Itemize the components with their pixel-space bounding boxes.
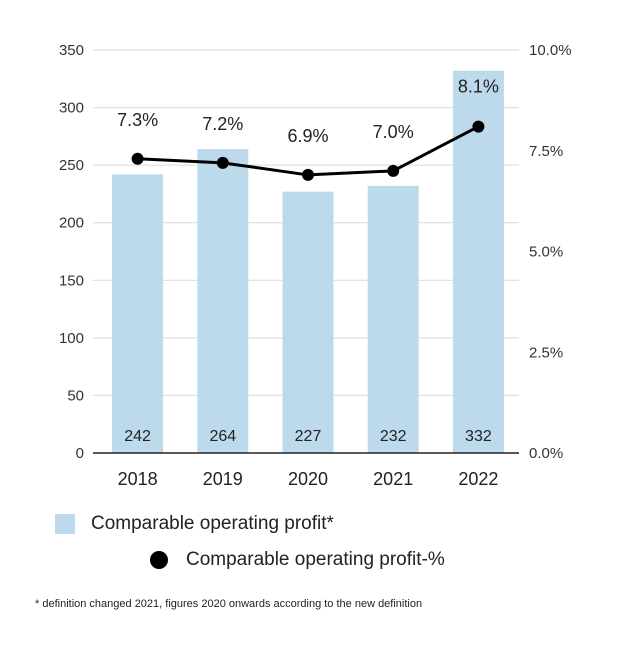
y-right-tick-label: 10.0% xyxy=(529,42,572,59)
legend-item-line[interactable]: Comparable operating profit-% xyxy=(150,544,445,576)
y-left-tick-label: 150 xyxy=(59,272,84,289)
x-tick-label: 2018 xyxy=(118,469,158,489)
line-point xyxy=(302,168,314,181)
line-point xyxy=(131,152,144,165)
x-tick-label: 2021 xyxy=(373,469,413,489)
y-right-tick-label: 2.5% xyxy=(529,344,563,361)
x-tick-label: 2020 xyxy=(288,469,328,489)
bar-value-label: 332 xyxy=(465,428,492,445)
y-left-tick-label: 250 xyxy=(59,157,84,174)
bar-value-label: 232 xyxy=(380,428,407,445)
line-value-label: 8.1% xyxy=(458,77,499,97)
y-left-tick-label: 200 xyxy=(59,215,84,232)
legend: Comparable operating profit* Comparable … xyxy=(55,508,445,576)
bar xyxy=(112,174,164,453)
line-value-label: 6.9% xyxy=(287,126,328,146)
x-tick-label: 2019 xyxy=(203,469,243,489)
bar xyxy=(367,185,419,453)
x-tick-label: 2022 xyxy=(458,469,498,489)
y-left-tick-label: 350 xyxy=(59,42,84,59)
y-left-tick-label: 300 xyxy=(59,100,84,117)
legend-line-label: Comparable operating profit-% xyxy=(186,549,445,570)
line-point xyxy=(387,164,400,177)
y-left-tick-label: 50 xyxy=(67,387,84,404)
line-value-label: 7.2% xyxy=(202,114,243,134)
line-value-label: 7.3% xyxy=(117,110,158,130)
chart-plot-area: 350 300 250 200 150 100 50 0 10.0% 7.5% 5.0% 2.5% 0.… xyxy=(59,42,572,489)
y-right-tick-label: 5.0% xyxy=(529,244,563,261)
y-left-tick-label: 0 xyxy=(76,445,84,462)
line-value-label: 7.0% xyxy=(373,122,414,142)
footnote: * definition changed 2021, figures 2020 … xyxy=(35,598,423,610)
bar-value-label: 264 xyxy=(209,428,236,445)
line-point xyxy=(216,156,229,169)
legend-bar-label: Comparable operating profit* xyxy=(91,513,334,534)
bar xyxy=(197,149,249,453)
bar-value-label: 242 xyxy=(124,428,151,445)
bar xyxy=(282,191,334,453)
y-left-tick-label: 100 xyxy=(59,330,84,347)
bar-value-label: 227 xyxy=(295,428,322,445)
y-right-tick-label: 7.5% xyxy=(529,143,563,160)
legend-line-marker xyxy=(150,551,168,569)
line-point xyxy=(472,120,485,133)
legend-bar-swatch xyxy=(55,514,75,534)
y-right-tick-label: 0.0% xyxy=(529,445,563,462)
legend-item-bar[interactable]: Comparable operating profit* xyxy=(55,508,445,540)
